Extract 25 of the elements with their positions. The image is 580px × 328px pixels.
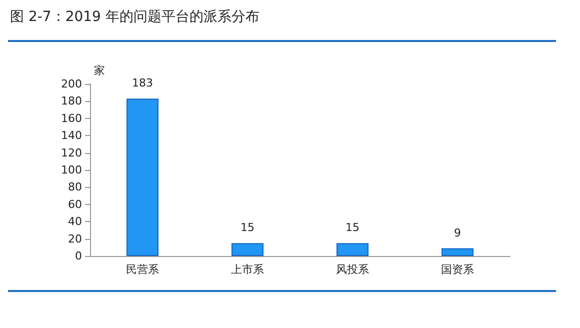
y-tick-label: 100 xyxy=(61,164,82,176)
x-tick-label: 风投系 xyxy=(336,263,369,276)
bar xyxy=(232,243,264,256)
x-tick-label: 国资系 xyxy=(441,263,474,276)
data-label: 15 xyxy=(346,221,360,234)
data-label: 9 xyxy=(454,226,461,240)
x-tick-label: 民营系 xyxy=(126,263,159,276)
y-tick-label: 120 xyxy=(61,146,82,160)
y-tick-label: 0 xyxy=(75,250,82,262)
y-tick-label: 140 xyxy=(61,129,82,142)
data-label: 15 xyxy=(240,221,254,234)
data-label: 183 xyxy=(132,76,153,90)
y-tick-label: 180 xyxy=(61,94,82,108)
y-axis-title: 家 xyxy=(94,64,105,77)
y-tick-label: 60 xyxy=(68,198,82,211)
y-tick-label: 160 xyxy=(61,112,82,125)
bar xyxy=(126,98,158,256)
y-tick-label: 40 xyxy=(68,215,82,228)
chart-title: 图 2-7：2019 年的问题平台的派系分布 xyxy=(10,8,260,26)
bar xyxy=(442,248,474,256)
y-tick-label: 200 xyxy=(61,78,82,90)
x-tick-label: 上市系 xyxy=(231,263,264,276)
bar xyxy=(336,243,368,256)
y-tick-label: 20 xyxy=(68,232,82,246)
y-tick-label: 80 xyxy=(68,180,82,194)
